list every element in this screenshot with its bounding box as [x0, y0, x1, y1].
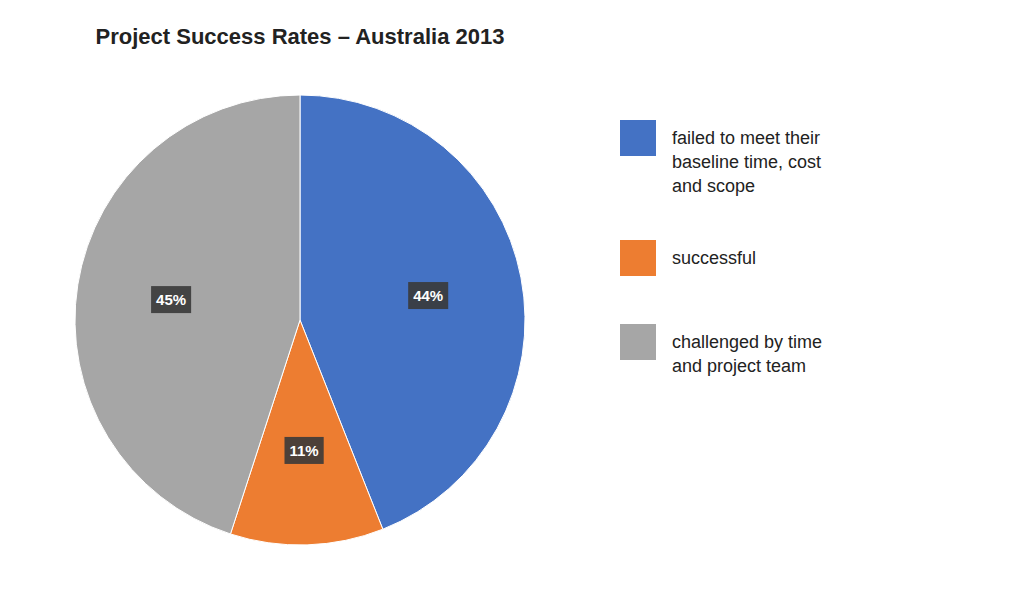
legend-label-line: failed to meet their — [672, 128, 820, 148]
legend-label-line: and project team — [672, 356, 806, 376]
legend-label: successful — [672, 248, 756, 268]
data-label-bg — [151, 286, 191, 313]
legend-swatch — [620, 120, 656, 156]
legend-label-line: successful — [672, 248, 756, 268]
data-label: 44% — [413, 287, 443, 304]
data-label-bg — [284, 437, 323, 464]
pie-slice — [75, 95, 300, 534]
chart-title: Project Success Rates – Australia 2013 — [96, 24, 505, 49]
legend: failed to meet their baseline time, cost a… — [620, 120, 822, 376]
legend-label-line: challenged by time — [672, 332, 822, 352]
data-label-bg — [408, 282, 448, 309]
legend-label-line: baseline time, cost — [672, 152, 821, 172]
data-label: 11% — [289, 442, 318, 459]
data-labels: 44% 11% 45% — [151, 282, 448, 464]
data-label: 45% — [156, 291, 186, 308]
legend-label: challenged by time and project team — [672, 332, 822, 376]
chart-svg: Project Success Rates – Australia 2013 44… — [0, 0, 1024, 599]
legend-label: failed to meet their baseline time, cost a… — [672, 128, 821, 196]
legend-label-line: and scope — [672, 176, 755, 196]
legend-swatch — [620, 324, 656, 360]
chart-container: Project Success Rates – Australia 2013 44… — [0, 0, 1024, 599]
legend-swatch — [620, 240, 656, 276]
pie — [75, 95, 525, 545]
